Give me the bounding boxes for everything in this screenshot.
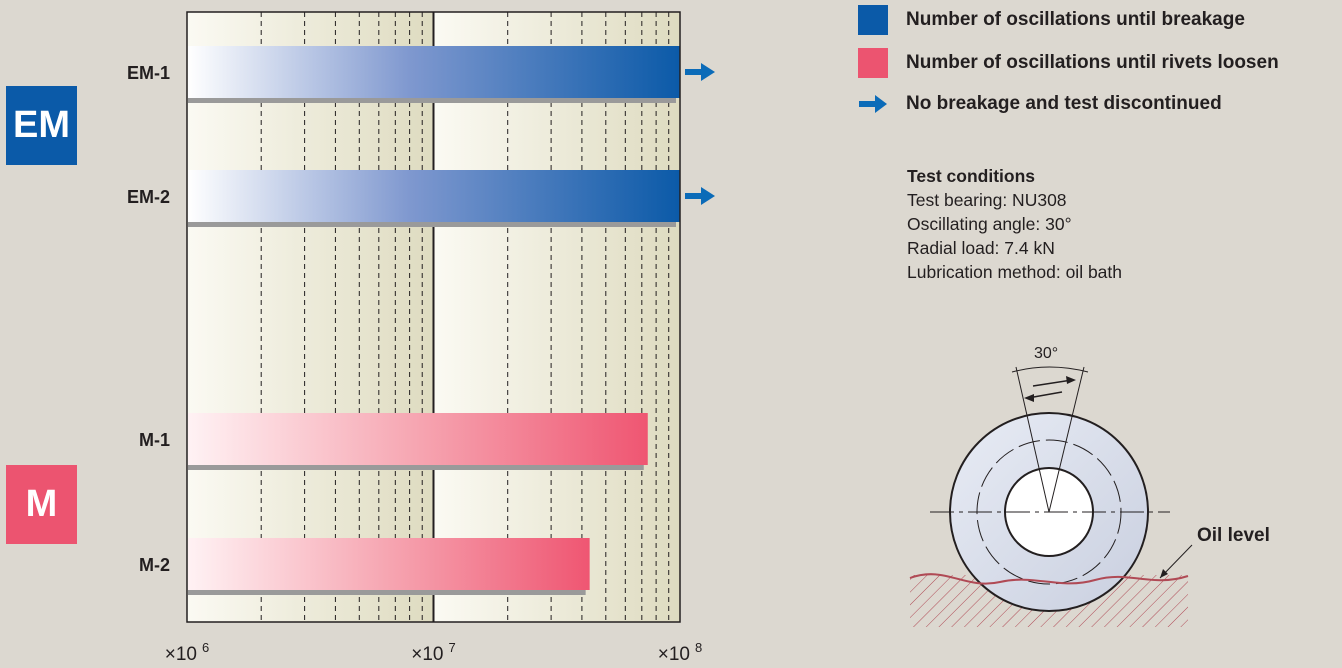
- plot-frame: [186, 11, 681, 623]
- oscillation-arrowhead-top: [1066, 376, 1076, 384]
- bar-shadow: [188, 98, 676, 103]
- condition-line: Radial load: 7.4 kN: [907, 238, 1055, 258]
- condition-line: Oscillating angle: 30°: [907, 214, 1072, 234]
- legend-swatch-blue: [858, 5, 888, 35]
- decade-band: [187, 12, 434, 622]
- legend-item-discontinued: No breakage and test discontinued: [858, 89, 1222, 119]
- x-tick-label: ×10 8: [658, 640, 702, 665]
- angle-label: 30°: [1034, 345, 1059, 362]
- right-arrow-icon: [859, 95, 887, 113]
- decade-band: [433, 12, 680, 622]
- category-label: EM-1: [127, 63, 170, 83]
- bar-shadow: [188, 590, 586, 595]
- category-label: M-1: [139, 430, 170, 450]
- discontinued-arrows: [685, 63, 715, 205]
- bar-shadow: [188, 465, 644, 470]
- bearing-diagram: [909, 366, 1193, 627]
- oil-level-label: Oil level: [1197, 525, 1270, 546]
- oil-surface: [909, 573, 1189, 585]
- condition-line: Lubrication method: oil bath: [907, 262, 1122, 282]
- condition-line: Test bearing: NU308: [907, 190, 1067, 210]
- bar-em-1: [188, 46, 680, 98]
- legend-label-discontinued: No breakage and test discontinued: [906, 93, 1222, 114]
- discontinued-arrow-icon: [685, 187, 715, 205]
- discontinued-arrow-icon: [685, 63, 715, 81]
- plot-background: [187, 12, 680, 622]
- oscillation-arrowhead-bottom: [1024, 394, 1034, 402]
- bar-m-2: [188, 538, 590, 590]
- group-badge-m: M: [6, 465, 77, 544]
- category-label: EM-2: [127, 187, 170, 207]
- category-labels: EM-1 EM-2 M-1 M-2: [127, 63, 170, 575]
- legend-item-breakage: Number of oscillations until breakage: [858, 5, 1245, 35]
- bar-em-2: [188, 170, 680, 222]
- category-label: M-2: [139, 555, 170, 575]
- bars: [188, 46, 680, 595]
- x-tick-labels: ×10 6 ×10 7 ×10 8: [165, 640, 702, 665]
- bar-m-1: [188, 413, 648, 465]
- gridlines: [260, 12, 670, 622]
- x-tick-label: ×10 6: [165, 640, 209, 665]
- oil-level-leader-head: [1160, 569, 1168, 578]
- legend-swatch-pink: [858, 48, 888, 78]
- test-conditions: Test conditions Test bearing: NU308 Osci…: [907, 164, 1122, 284]
- oscillation-arrow-top: [1032, 379, 1073, 387]
- angle-line-right: [1048, 366, 1085, 513]
- legend-label-breakage: Number of oscillations until breakage: [906, 9, 1245, 30]
- angle-line-left: [1015, 366, 1050, 513]
- x-tick-label: ×10 7: [411, 640, 455, 665]
- legend-label-rivets: Number of oscillations until rivets loos…: [906, 52, 1279, 73]
- bar-shadow: [188, 222, 676, 227]
- conditions-title: Test conditions: [907, 166, 1036, 186]
- group-badge-em: EM: [6, 86, 77, 165]
- legend-item-rivets: Number of oscillations until rivets loos…: [858, 48, 1279, 78]
- angle-arc: [1011, 366, 1089, 373]
